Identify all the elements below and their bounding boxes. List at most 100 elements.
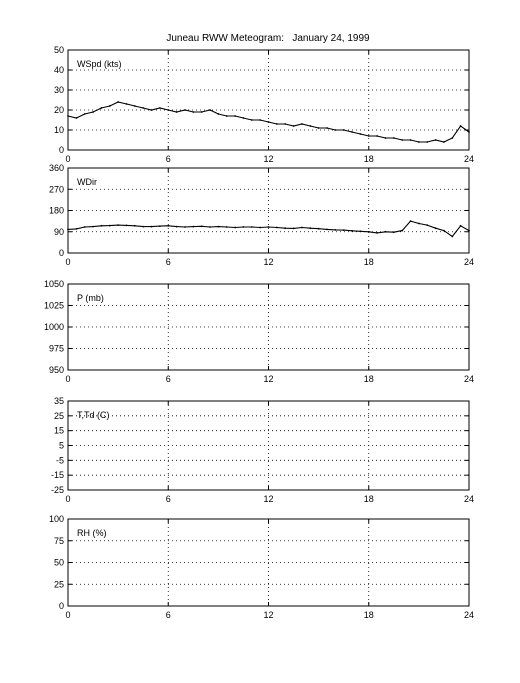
chart-title: Juneau RWW Meteogram: January 24, 1999 xyxy=(166,33,370,44)
x-tick-label: 12 xyxy=(263,610,273,620)
x-tick-label: 0 xyxy=(65,374,70,384)
data-point xyxy=(276,123,278,125)
data-point xyxy=(75,117,78,119)
y-tick-label: -25 xyxy=(51,485,64,495)
data-point xyxy=(367,135,370,137)
data-point xyxy=(301,123,303,125)
data-point xyxy=(159,225,161,228)
data-point xyxy=(392,137,395,139)
x-tick-label: 18 xyxy=(364,494,374,504)
y-tick-label: 10 xyxy=(54,125,64,135)
data-point xyxy=(234,115,237,117)
x-tick-label: 12 xyxy=(263,154,273,164)
data-point xyxy=(284,123,287,125)
y-tick-label: 25 xyxy=(54,411,64,421)
data-point xyxy=(334,129,337,131)
panel-2: 0 6 12 18 24 0 90 180 270 360 WDir xyxy=(49,163,474,267)
data-point xyxy=(468,229,470,232)
data-point xyxy=(192,111,195,113)
x-tick-label: 24 xyxy=(464,610,474,620)
data-point xyxy=(434,227,437,230)
data-point xyxy=(459,224,462,227)
y-tick-label: 75 xyxy=(54,536,64,546)
data-point xyxy=(142,225,145,228)
data-point xyxy=(83,113,86,115)
data-point xyxy=(259,226,261,229)
x-tick-label: 0 xyxy=(65,257,70,267)
data-point xyxy=(376,135,378,137)
panel-label: WDir xyxy=(77,177,97,187)
data-point xyxy=(192,225,195,228)
data-point xyxy=(217,113,220,115)
data-point xyxy=(392,231,395,234)
x-tick-label: 18 xyxy=(364,154,374,164)
y-tick-label: 25 xyxy=(54,579,64,589)
data-point xyxy=(334,229,337,231)
data-point xyxy=(75,228,78,230)
data-point xyxy=(234,226,237,229)
y-tick-label: 50 xyxy=(54,45,64,55)
x-tick-label: 6 xyxy=(166,374,171,384)
data-point xyxy=(351,131,353,133)
data-point xyxy=(401,139,404,141)
data-point xyxy=(317,227,320,230)
x-tick-label: 6 xyxy=(166,494,171,504)
x-tick-label: 12 xyxy=(263,494,273,504)
data-point xyxy=(167,224,170,227)
data-point xyxy=(434,139,437,141)
data-point xyxy=(175,111,178,113)
data-point xyxy=(133,105,136,107)
data-point xyxy=(108,105,111,107)
data-point xyxy=(259,119,261,121)
y-tick-label: 5 xyxy=(59,441,64,451)
data-point xyxy=(409,220,412,223)
y-tick-label: 40 xyxy=(54,65,64,75)
data-point xyxy=(108,224,111,227)
y-tick-label: 270 xyxy=(49,184,64,194)
data-point xyxy=(209,226,211,228)
panel-5: 0 6 12 18 24 0 25 50 75 100 RH (%) xyxy=(49,514,474,620)
data-point xyxy=(92,111,94,113)
x-tick-label: 6 xyxy=(166,610,171,620)
y-tick-label: -5 xyxy=(56,455,64,465)
y-tick-label: 0 xyxy=(59,145,64,155)
y-tick-label: 975 xyxy=(49,344,64,354)
data-point xyxy=(401,229,404,232)
data-point xyxy=(359,230,362,233)
y-tick-label: 20 xyxy=(54,105,64,115)
y-tick-label: 30 xyxy=(54,85,64,95)
data-point xyxy=(418,222,420,225)
data-point xyxy=(250,226,253,228)
data-point xyxy=(443,141,445,143)
panel-label: P (mb) xyxy=(77,293,104,303)
y-tick-label: 1025 xyxy=(44,301,64,311)
data-point xyxy=(150,109,153,111)
data-point xyxy=(142,107,145,109)
y-tick-label: 100 xyxy=(49,514,64,524)
y-tick-label: 15 xyxy=(54,426,64,436)
data-point xyxy=(67,228,69,231)
x-tick-label: 12 xyxy=(263,257,273,267)
x-tick-label: 24 xyxy=(464,154,474,164)
data-point xyxy=(451,137,454,139)
data-point xyxy=(167,109,170,111)
x-tick-label: 0 xyxy=(65,494,70,504)
data-point xyxy=(67,115,69,117)
data-point xyxy=(117,224,119,227)
data-point xyxy=(367,230,370,233)
data-point xyxy=(376,232,378,234)
data-point xyxy=(200,111,203,113)
data-point xyxy=(242,226,245,228)
x-tick-label: 24 xyxy=(464,494,474,504)
panel-4: 0 6 12 18 24 -25 -15 -5 5 15 25 35 T,Td (C) xyxy=(51,396,474,504)
y-tick-label: 1050 xyxy=(44,279,64,289)
data-point xyxy=(100,224,103,227)
data-point xyxy=(100,107,103,109)
x-tick-label: 6 xyxy=(166,257,171,267)
data-point xyxy=(384,137,387,139)
series-1 xyxy=(67,101,470,143)
data-point xyxy=(159,107,161,109)
panel-3: 0 6 12 18 24 950 975 1000 1025 1050 P (mb) xyxy=(44,279,474,384)
data-point xyxy=(92,225,94,228)
